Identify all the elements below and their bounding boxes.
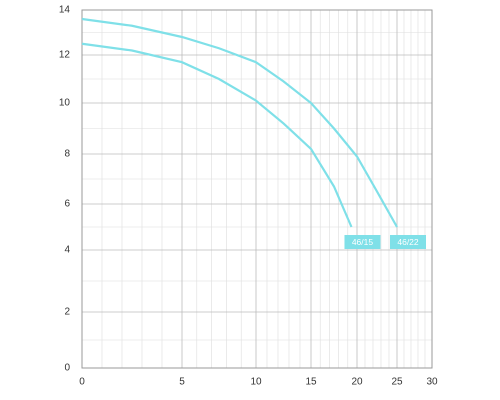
- y-tick-label: 4: [64, 245, 70, 256]
- y-tick-label: 14: [59, 5, 71, 16]
- curve-label: 46/15: [352, 237, 374, 247]
- y-tick-label: 10: [59, 98, 71, 109]
- plot-frame: [81, 9, 433, 369]
- y-tick-label: 8: [64, 149, 70, 160]
- x-tick-label: 20: [351, 377, 363, 388]
- x-tick-label: 0: [79, 377, 85, 388]
- y-tick-label: 0: [64, 363, 70, 374]
- curve: [81, 17, 398, 228]
- y-tick-label: 2: [64, 307, 70, 318]
- x-tick-label: 15: [305, 377, 317, 388]
- curve-label: 46/22: [397, 237, 419, 247]
- x-tick-label: 5: [179, 377, 185, 388]
- curve: [81, 42, 353, 228]
- x-tick-label: 25: [391, 377, 403, 388]
- y-tick-label: 12: [59, 50, 71, 61]
- y-tick-label: 6: [64, 199, 70, 210]
- x-tick-label: 30: [426, 377, 438, 388]
- curve-label-box: [344, 235, 381, 249]
- curve-label-box: [390, 235, 426, 249]
- x-tick-label: 10: [250, 377, 262, 388]
